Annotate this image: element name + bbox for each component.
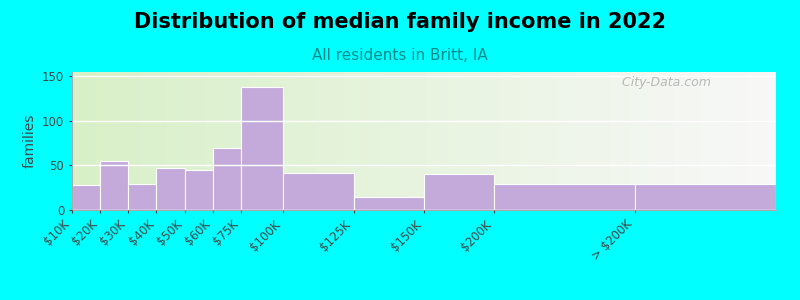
Bar	[241, 87, 283, 210]
Bar	[72, 185, 100, 210]
Bar	[635, 184, 776, 210]
Bar	[128, 184, 157, 210]
Text: City-Data.com: City-Data.com	[614, 76, 711, 89]
Bar	[157, 168, 185, 210]
Y-axis label: families: families	[22, 114, 37, 168]
Bar	[213, 148, 241, 210]
Bar	[100, 161, 128, 210]
Bar	[283, 173, 354, 210]
Bar	[424, 174, 494, 210]
Bar	[354, 196, 424, 210]
Text: All residents in Britt, IA: All residents in Britt, IA	[312, 48, 488, 63]
Bar	[185, 170, 213, 210]
Text: Distribution of median family income in 2022: Distribution of median family income in …	[134, 12, 666, 32]
Bar	[494, 184, 635, 210]
